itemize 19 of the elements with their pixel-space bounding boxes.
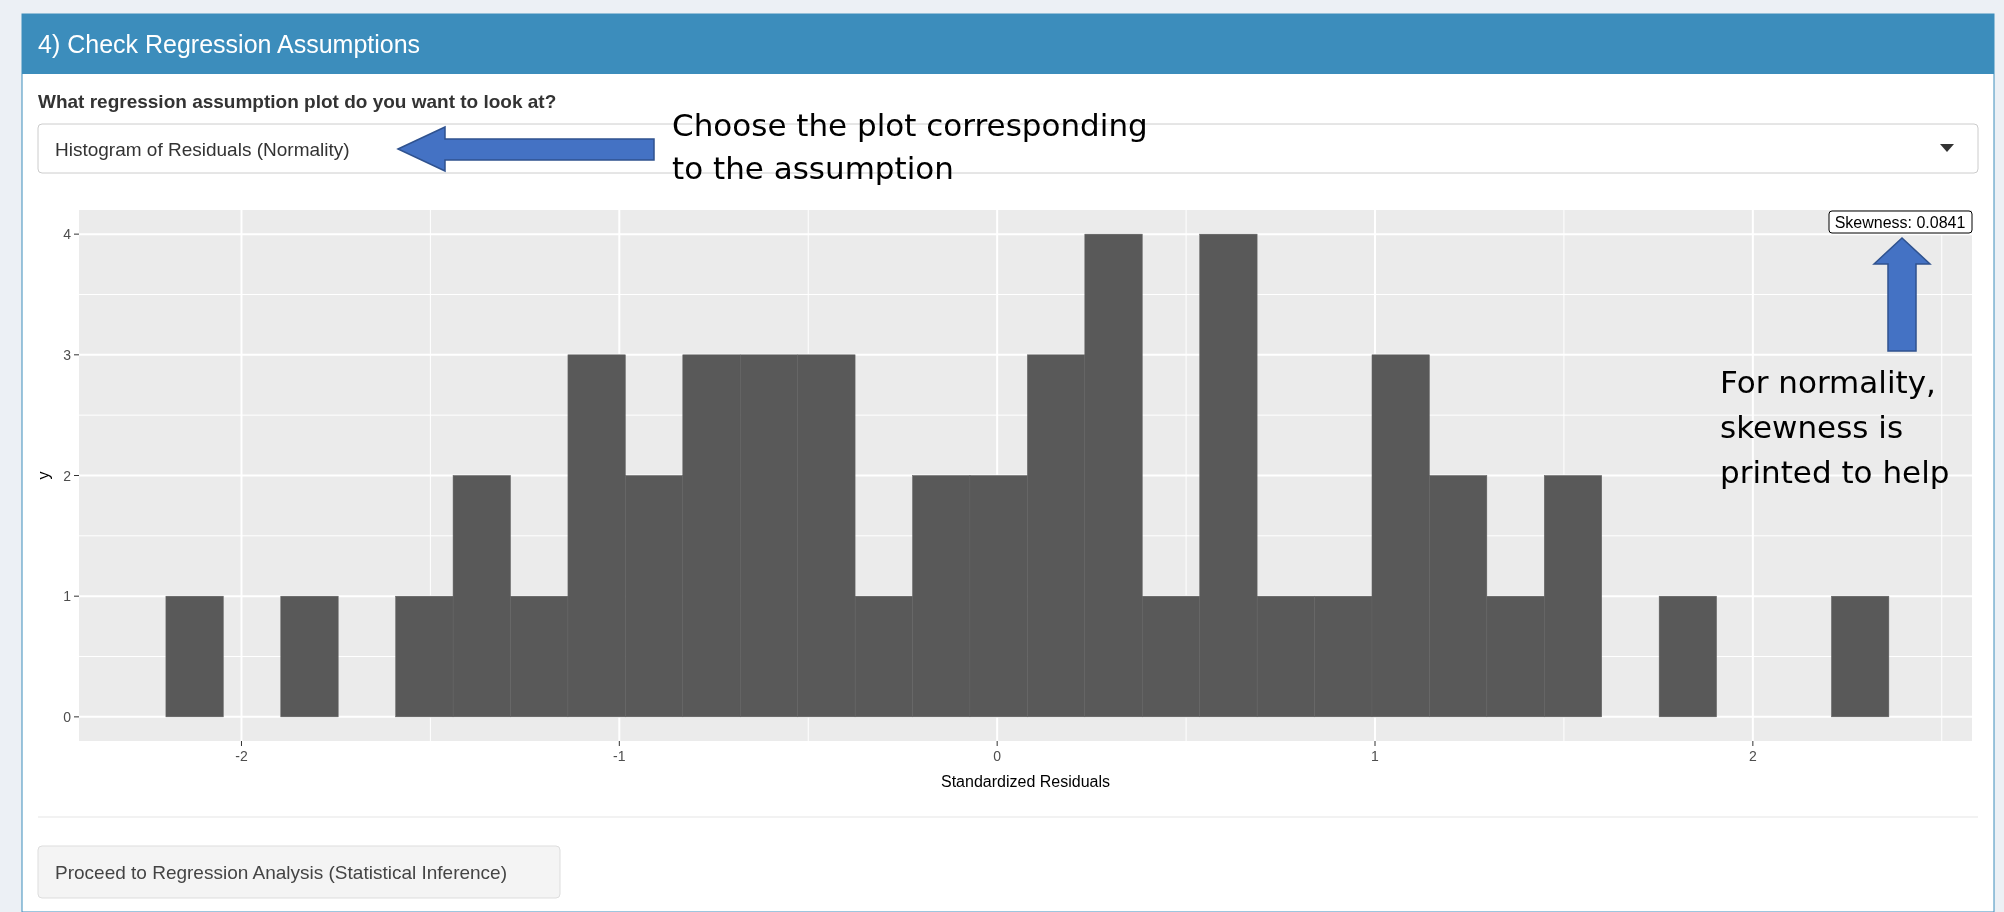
x-tick-label: 1 — [1371, 748, 1380, 764]
text: Histogram of Residuals (Normality) — [55, 139, 350, 160]
chart-subtitle: What regression assumption plot do you want to look at? — [38, 91, 557, 112]
text: Proceed to Regression Analysis (Statistical Inference) — [55, 862, 507, 883]
x-axis-title: Standardized Residuals — [941, 773, 1110, 790]
chart-title: 4) Check Regression Assumptions — [38, 30, 421, 58]
x-tick-label: -2 — [235, 748, 248, 764]
y-tick-label: 2 — [63, 467, 72, 484]
y-tick-label: 3 — [63, 346, 72, 363]
text: Choose the plot corresponding to the assumption — [672, 107, 1148, 186]
x-tick-label: 2 — [1748, 748, 1757, 764]
x-tick-label: -1 — [613, 748, 626, 764]
annotation: Skewness: 0.0841 — [1834, 214, 1966, 231]
x-tick-label: 0 — [993, 748, 1002, 764]
y-tick-label: 4 — [63, 226, 72, 243]
y-tick-label: 0 — [63, 708, 72, 725]
y-axis-title: y — [35, 471, 52, 480]
annotation: For normality, skewness is printed to help — [1720, 364, 1950, 490]
y-tick-label: 1 — [63, 588, 72, 605]
